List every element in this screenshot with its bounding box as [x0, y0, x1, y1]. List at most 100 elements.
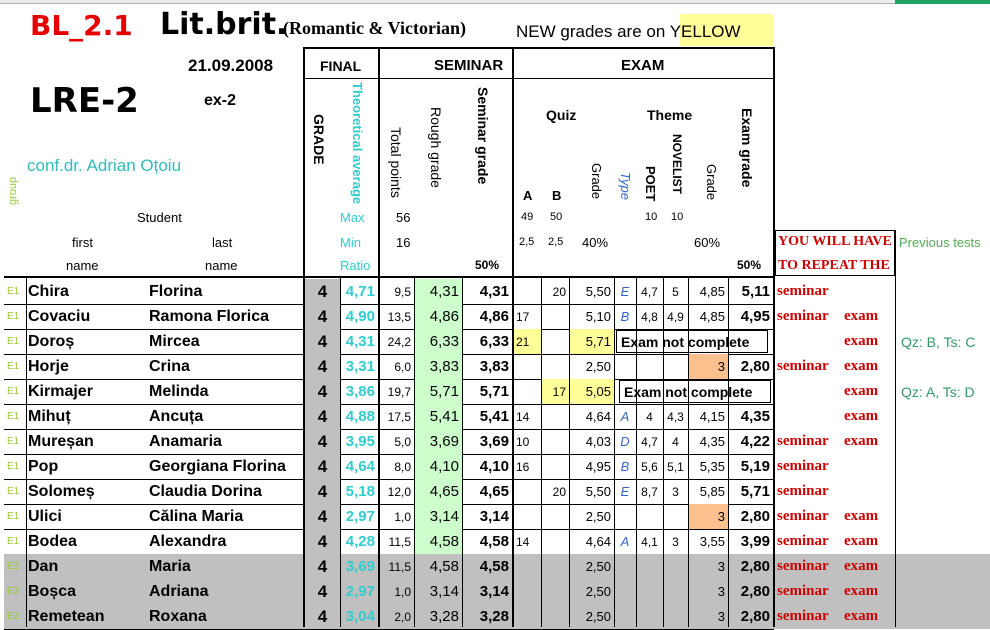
cell-first: Horje — [28, 357, 69, 375]
cell-b — [541, 454, 569, 479]
cell-theo: 3,86 — [345, 383, 375, 400]
cell-theo: 2,97 — [345, 583, 375, 600]
cell-sem: 4,10 — [479, 458, 509, 475]
cell-poet — [636, 604, 663, 629]
cell-qg: 2,50 — [585, 359, 611, 374]
cell-theo: 4,31 — [345, 333, 375, 350]
min-b: 2,5 — [548, 236, 564, 248]
course-period: (Romantic & Victorian) — [283, 18, 466, 38]
row-shade — [4, 604, 990, 629]
cell-sem: 5,71 — [479, 383, 509, 400]
cell-rough: 5,41 — [414, 404, 462, 429]
cell-a: 16 — [516, 459, 530, 474]
cell-tg: 3,55 — [699, 534, 725, 549]
cell-total: 6,0 — [394, 359, 411, 374]
cell-sem: 4,58 — [479, 533, 509, 550]
cell-grade: 4 — [305, 329, 340, 354]
new-grades-notice: NEW grades are on YELLOW — [516, 22, 741, 41]
cell-type: B — [620, 459, 630, 474]
cell-rep2 — [842, 479, 895, 504]
cell-nov — [663, 554, 688, 579]
cell-rep2: exam — [844, 433, 879, 449]
cell-first: Bodea — [28, 532, 77, 550]
cell-rep2: exam — [844, 383, 879, 399]
cell-type — [614, 554, 636, 579]
cell-a — [514, 279, 541, 304]
cell-first: Chira — [28, 282, 69, 300]
cell-g: E2 — [7, 586, 20, 597]
cell-a: 10 — [516, 434, 530, 449]
yellow-highlight — [680, 14, 773, 46]
max-a: 49 — [521, 211, 534, 223]
column-separator — [636, 277, 637, 627]
cell-rep1: seminar — [777, 508, 829, 524]
cell-nov: 4,9 — [667, 309, 684, 324]
row-border — [4, 379, 774, 380]
cell-tg: 4,15 — [699, 409, 725, 424]
last-name-label: name — [205, 258, 238, 273]
cell-sem: 3,14 — [479, 508, 509, 525]
cell-first: Pop — [28, 457, 59, 475]
cell-last: Alexandra — [149, 532, 227, 550]
cell-prev — [899, 479, 990, 504]
ratio-label: Ratio — [340, 258, 371, 273]
cell-poet: 5,6 — [641, 459, 658, 474]
max-poet: 10 — [645, 211, 658, 223]
final-header: FINAL — [320, 58, 362, 74]
cell-rep1: seminar — [777, 608, 829, 624]
cell-a: 21 — [514, 329, 541, 354]
cell-prev — [899, 504, 990, 529]
cell-qg: 5,05 — [569, 379, 614, 404]
cell-b — [541, 529, 569, 554]
final-left-border — [303, 47, 305, 627]
cell-first: Boșca — [28, 582, 77, 600]
cell-sem: 3,83 — [479, 358, 509, 375]
cell-rep1: seminar — [777, 533, 829, 549]
cell-first: Covaciu — [28, 307, 91, 325]
max-novelist: 10 — [671, 211, 684, 223]
seminar-header: SEMINAR — [434, 57, 504, 74]
cell-prev — [899, 429, 990, 454]
cell-tg: 5,35 — [699, 459, 725, 474]
cell-b — [541, 429, 569, 454]
cell-qg: 4,64 — [585, 409, 611, 424]
cell-prev: Qz: A, Ts: D — [901, 383, 975, 400]
cell-sem: 4,65 — [479, 483, 509, 500]
cell-first: Mureșan — [28, 432, 94, 450]
header-bottom-border — [4, 276, 775, 278]
cell-first: Kirmajer — [28, 382, 93, 400]
cell-grade: 4 — [305, 429, 340, 454]
cell-poet: 4,7 — [641, 284, 658, 299]
column-separator — [569, 277, 570, 627]
cell-a — [514, 354, 541, 379]
cell-total: 12,0 — [387, 484, 411, 499]
cell-g: E2 — [7, 561, 20, 572]
cell-g: E1 — [7, 486, 20, 497]
cell-grade: 4 — [305, 379, 340, 404]
cell-theo: 5,18 — [345, 483, 375, 500]
column-separator — [728, 277, 729, 627]
cell-last: Claudia Dorina — [149, 482, 262, 500]
cell-rough: 4,10 — [414, 454, 462, 479]
cell-qg: 5,50 — [585, 284, 611, 299]
row-shade — [4, 579, 990, 604]
cell-first: Dan — [28, 557, 59, 575]
cell-grade: 4 — [305, 279, 340, 304]
cell-rough: 6,33 — [414, 329, 462, 354]
cell-qg: 5,10 — [585, 309, 611, 324]
cell-qg: 2,50 — [585, 509, 611, 524]
cell-nov — [663, 504, 688, 529]
cell-theo: 4,90 — [345, 308, 375, 325]
cell-last: Ramona Florica — [149, 307, 270, 325]
cell-total: 13,5 — [387, 309, 411, 324]
quiz-header: Quiz — [546, 107, 577, 123]
column-separator — [895, 230, 896, 627]
cell-rough: 4,58 — [414, 554, 462, 579]
cell-first: Solomeș — [28, 482, 95, 500]
cell-poet: 4 — [646, 409, 653, 424]
cell-prev — [899, 554, 990, 579]
cell-qg: 4,03 — [585, 434, 611, 449]
top-border — [303, 47, 774, 49]
cell-rep2: exam — [844, 408, 879, 424]
column-separator — [541, 277, 542, 627]
